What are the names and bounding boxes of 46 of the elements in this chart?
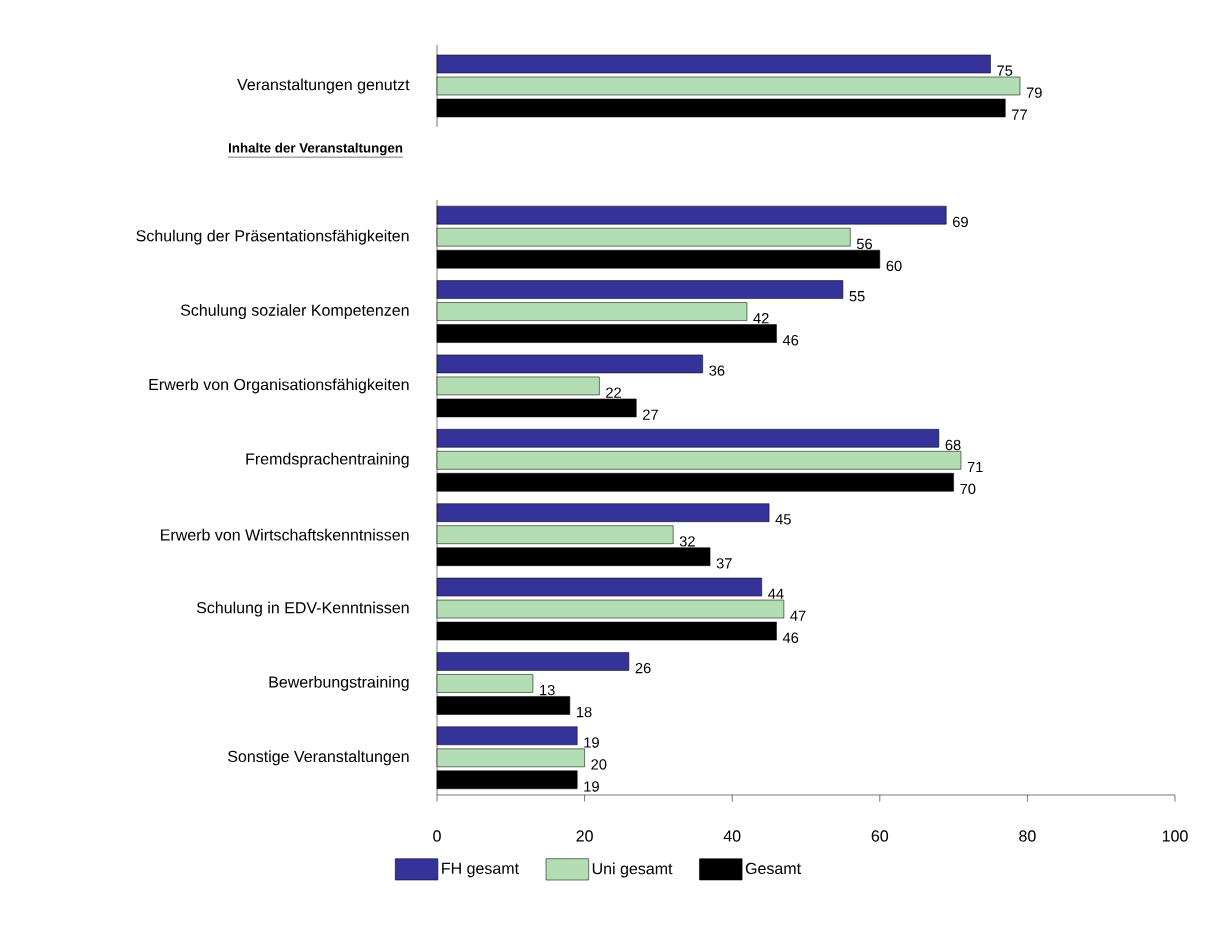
text: Inhalte der Veranstaltungen <box>229 142 403 156</box>
data-label: 19 <box>584 737 599 748</box>
data-label: 45 <box>775 514 791 525</box>
y-tick-label: Erwerb von Wirtschaftskenntnissen <box>161 528 409 541</box>
data-label: 13 <box>540 684 555 696</box>
data-label: 27 <box>643 409 658 420</box>
data-label: 22 <box>606 387 621 398</box>
y-tick-label: Fremdsprachentraining <box>246 452 409 468</box>
data-label: 55 <box>849 291 865 302</box>
x-tick-label: 100 <box>1162 830 1188 842</box>
y-tick-label: Erwerb von Organisationsfähigkeiten <box>149 378 409 394</box>
x-tick-label: 80 <box>1019 830 1036 842</box>
data-label: 37 <box>716 558 732 569</box>
x-tick-label: 20 <box>576 830 593 842</box>
data-label: 69 <box>953 216 968 228</box>
data-label: 47 <box>790 610 806 621</box>
y-tick-label: Veranstaltungen genutzt <box>237 78 410 94</box>
x-tick-label: 0 <box>433 830 441 842</box>
y-tick-label: Bewerbungstraining <box>269 675 409 691</box>
y-tick-label: Schulung sozialer Kompetenzen <box>180 304 409 320</box>
legend-label: FH gesamt <box>442 862 519 878</box>
x-tick-label: 40 <box>723 830 741 842</box>
data-label: 79 <box>1026 87 1042 98</box>
data-label: 42 <box>753 313 769 324</box>
legend-label: Gesamt <box>745 862 801 875</box>
data-label: 70 <box>960 483 976 495</box>
y-tick-label: Sonstige Veranstaltungen <box>228 750 409 766</box>
data-label: 68 <box>945 439 961 451</box>
legend-label: Uni gesamt <box>592 862 673 878</box>
data-label: 56 <box>856 238 872 250</box>
data-label: 71 <box>967 461 983 473</box>
data-label: 77 <box>1012 109 1027 120</box>
data-label: 75 <box>997 65 1013 76</box>
data-label: 60 <box>886 260 902 272</box>
data-label: 44 <box>768 588 784 599</box>
data-label: 46 <box>782 335 799 346</box>
data-label: 26 <box>635 662 651 674</box>
data-label: 46 <box>782 632 799 643</box>
y-tick-label: Schulung in EDV-Kenntnissen <box>196 601 409 617</box>
y-tick-label: Schulung der Präsentationsfähigkeiten <box>136 229 409 245</box>
data-label: 32 <box>679 536 695 547</box>
data-label: 19 <box>584 781 599 792</box>
x-tick-label: 60 <box>871 830 889 842</box>
data-label: 36 <box>709 365 725 376</box>
data-label: 18 <box>576 706 592 718</box>
data-label: 20 <box>591 759 607 770</box>
